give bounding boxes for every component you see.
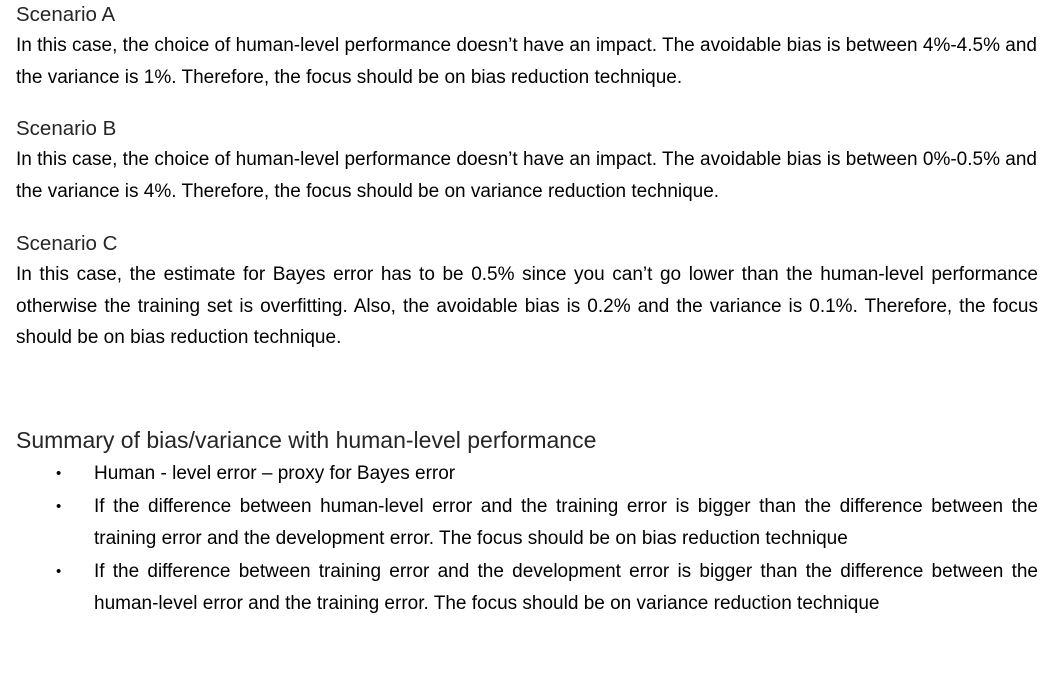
summary-list-item: • Human - level error – proxy for Bayes … <box>16 458 1038 490</box>
summary-item-text: Human - level error – proxy for Bayes er… <box>94 463 456 484</box>
bullet-icon: • <box>56 563 62 580</box>
summary-bullet-list: • Human - level error – proxy for Bayes … <box>16 458 1038 620</box>
scenario-b-text: In this case, the choice of human-level … <box>16 149 1037 202</box>
bullet-icon: • <box>56 498 62 515</box>
summary-section: Summary of bias/variance with human-leve… <box>16 424 1038 620</box>
scenario-a-heading: Scenario A <box>16 3 116 26</box>
scenario-a-section: Scenario A In this case, the choice of h… <box>16 0 1038 93</box>
summary-item-text: If the difference between training error… <box>94 561 1038 614</box>
bullet-icon: • <box>56 465 62 482</box>
scenario-c-text: In this case, the estimate for Bayes err… <box>16 264 1038 348</box>
scenario-c-heading: Scenario C <box>16 232 118 255</box>
scenario-b-section: Scenario B In this case, the choice of h… <box>16 114 1038 207</box>
scenario-c-section: Scenario C In this case, the estimate fo… <box>16 228 1038 354</box>
summary-list-item: • If the difference between training err… <box>16 556 1038 620</box>
summary-list-item: • If the difference between human-level … <box>16 491 1038 555</box>
summary-heading: Summary of bias/variance with human-leve… <box>16 427 597 453</box>
summary-item-text: If the difference between human-level er… <box>94 496 1038 549</box>
scenario-a-text: In this case, the choice of human-level … <box>16 35 1037 88</box>
scenario-b-heading: Scenario B <box>16 117 117 140</box>
